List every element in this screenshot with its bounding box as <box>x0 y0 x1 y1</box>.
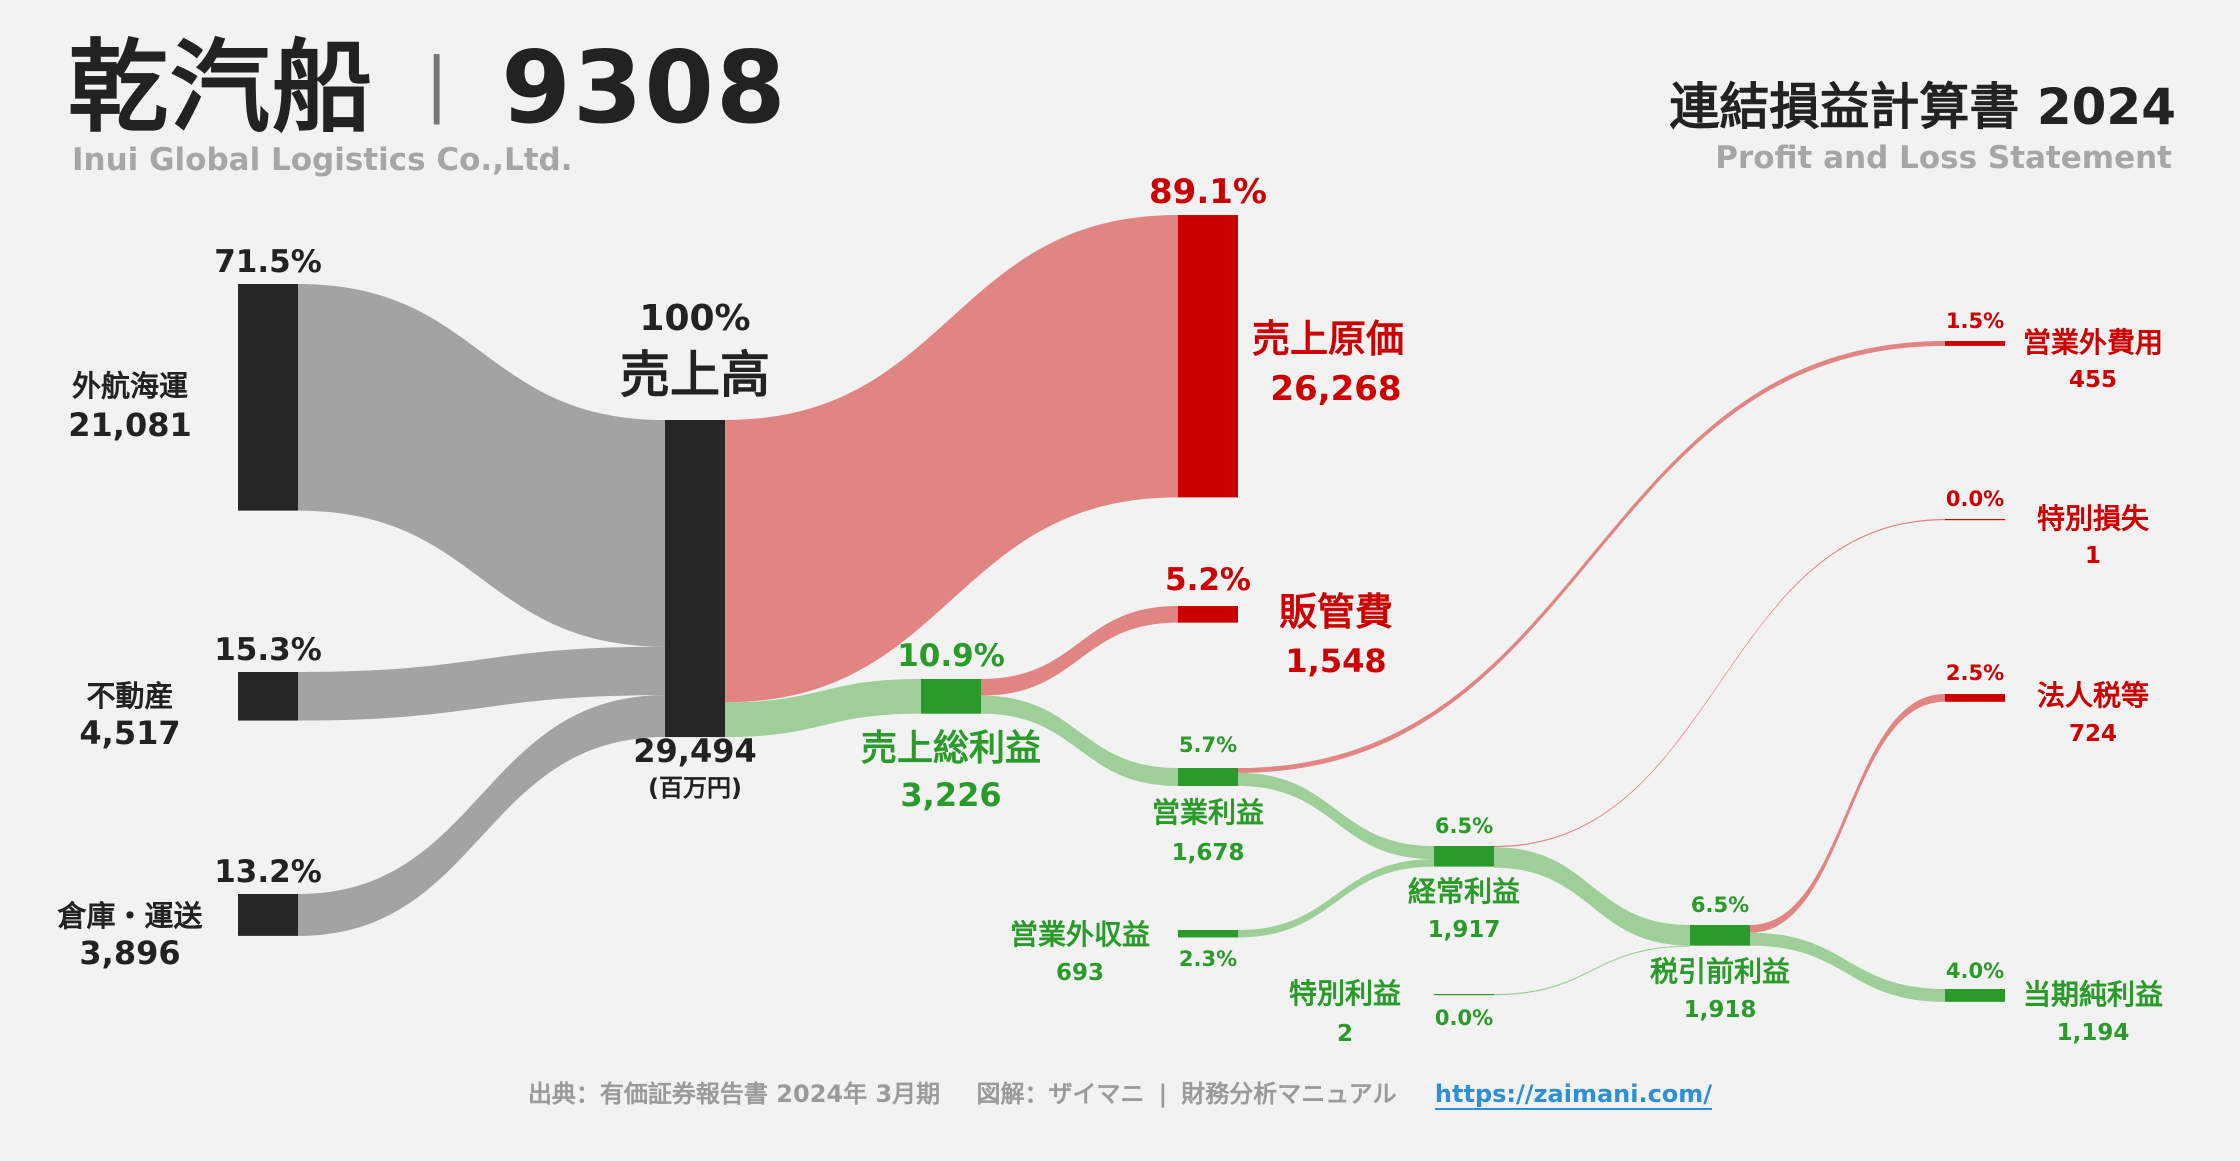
link-op-nonop_exp <box>1238 341 1945 773</box>
link-fudousan-revenue <box>298 646 665 721</box>
label-cogs-pct: 89.1% <box>1149 172 1267 212</box>
label-op-pct: 5.7% <box>1179 733 1237 757</box>
label-fudousan-value: 4,517 <box>79 714 180 752</box>
link-ordinary-extra_loss <box>1494 519 1945 848</box>
label-gaikou-name: 外航海運 <box>72 369 188 403</box>
label-sga-name: 販管費 <box>1279 590 1393 634</box>
label-ordinary-pct: 6.5% <box>1435 814 1493 838</box>
label-nonop_inc-name: 営業外収益 <box>1010 918 1150 951</box>
label-net-value: 1,194 <box>2057 1020 2130 1046</box>
label-extra_gain-pct: 0.0% <box>1435 1006 1493 1030</box>
label-gross-name: 売上総利益 <box>861 728 1041 769</box>
node-revenue <box>665 420 725 738</box>
label-cogs-value: 26,268 <box>1270 369 1401 409</box>
footer: 出典：有価証券報告書 2024年 3月期 図解：ザイマニ | 財務分析マニュアル h… <box>0 1080 2240 1110</box>
node-cogs <box>1178 215 1238 498</box>
statement-subtitle: Profit and Loss Statement <box>1715 140 2172 176</box>
label-tax-pct: 2.5% <box>1946 661 2004 685</box>
node-fudousan <box>238 672 298 721</box>
label-tax-name: 法人税等 <box>2037 679 2149 712</box>
link-revenue-cogs <box>725 215 1178 703</box>
flow-labels: 71.5%外航海運21,08115.3%不動産4,51713.2%倉庫・運送3,… <box>56 172 2163 1047</box>
node-op <box>1178 768 1238 787</box>
label-net-name: 当期純利益 <box>2023 978 2163 1011</box>
link-pretax-net <box>1750 932 1945 1002</box>
label-nonop_exp-name: 営業外費用 <box>2023 326 2163 359</box>
label-net-pct: 4.0% <box>1946 959 2004 983</box>
link-revenue-gross <box>725 679 921 738</box>
label-op-value: 1,678 <box>1172 840 1245 866</box>
label-sga-pct: 5.2% <box>1165 562 1251 598</box>
node-sga <box>1178 606 1238 623</box>
node-gaikou <box>238 284 298 511</box>
unit-label: (百万円) <box>648 774 742 802</box>
label-nonop_inc-pct: 2.3% <box>1179 947 1237 971</box>
label-souko-name: 倉庫・運送 <box>56 899 202 933</box>
link-gross-sga <box>981 606 1178 696</box>
flow-nodes <box>238 215 2005 1002</box>
label-sga-value: 1,548 <box>1285 642 1386 680</box>
label-nonop_exp-pct: 1.5% <box>1946 309 2004 333</box>
label-fudousan-name: 不動産 <box>86 679 173 713</box>
label-souko-value: 3,896 <box>79 934 180 972</box>
flow-links <box>298 215 1945 1002</box>
label-gaikou-value: 21,081 <box>68 406 191 444</box>
label-revenue-pct: 100% <box>639 298 750 339</box>
label-ordinary-name: 経常利益 <box>1408 875 1520 908</box>
footer-divider: | <box>1158 1080 1168 1108</box>
label-gross-value: 3,226 <box>900 776 1001 814</box>
label-revenue-name: 売上高 <box>620 346 770 404</box>
node-pretax <box>1690 925 1750 946</box>
link-ordinary-pretax <box>1494 847 1690 946</box>
node-nonop_inc <box>1178 930 1238 938</box>
label-tax-value: 724 <box>2069 721 2117 747</box>
node-gross <box>921 679 981 714</box>
label-fudousan-pct: 15.3% <box>214 632 322 668</box>
statement-title: 連結損益計算書 2024 <box>1669 78 2176 136</box>
node-nonop_exp <box>1945 341 2005 346</box>
label-op-name: 営業利益 <box>1152 796 1264 829</box>
title-divider: | <box>424 43 451 125</box>
link-souko-revenue <box>298 695 665 936</box>
node-net <box>1945 989 2005 1002</box>
ticker-code: 9308 <box>501 29 788 146</box>
node-souko <box>238 894 298 936</box>
node-tax <box>1945 694 2005 702</box>
label-souko-pct: 13.2% <box>214 854 322 890</box>
label-extra_gain-value: 2 <box>1337 1021 1353 1047</box>
label-extra_loss-pct: 0.0% <box>1946 487 2004 511</box>
link-op-ordinary <box>1238 772 1434 860</box>
label-gaikou-pct: 71.5% <box>214 244 322 280</box>
label-cogs-name: 売上原価 <box>1252 317 1404 361</box>
label-pretax-value: 1,918 <box>1684 997 1757 1023</box>
label-nonop_exp-value: 455 <box>2069 367 2117 393</box>
label-pretax-pct: 6.5% <box>1691 893 1749 917</box>
page-title: 乾汽船 | 9308 <box>68 38 788 138</box>
company-name-en: Inui Global Logistics Co.,Ltd. <box>72 142 573 178</box>
label-pretax-name: 税引前利益 <box>1650 955 1790 988</box>
node-extra_loss <box>1945 519 2005 521</box>
link-gaikou-revenue <box>298 284 665 647</box>
node-extra_gain <box>1434 994 1494 996</box>
footer-source: 出典：有価証券報告書 2024年 3月期 <box>527 1080 941 1108</box>
label-ordinary-value: 1,917 <box>1428 917 1501 943</box>
footer-link[interactable]: https://zaimani.com/ <box>1434 1080 1713 1110</box>
link-pretax-tax <box>1750 694 1945 933</box>
label-revenue-value: 29,494 <box>633 732 756 770</box>
label-extra_gain-name: 特別利益 <box>1289 977 1401 1010</box>
label-extra_loss-value: 1 <box>2085 543 2101 569</box>
node-ordinary <box>1434 846 1494 867</box>
label-extra_loss-name: 特別損失 <box>2037 502 2150 535</box>
link-extra_gain-pretax <box>1494 945 1690 996</box>
label-gross-pct: 10.9% <box>897 638 1005 674</box>
footer-credit: 図解：ザイマニ <box>976 1080 1145 1108</box>
footer-site: 財務分析マニュアル <box>1181 1080 1397 1108</box>
label-nonop_inc-value: 693 <box>1056 960 1104 986</box>
link-nonop_inc-ordinary <box>1238 859 1434 938</box>
company-name: 乾汽船 <box>68 29 374 146</box>
link-gross-op <box>981 695 1178 787</box>
